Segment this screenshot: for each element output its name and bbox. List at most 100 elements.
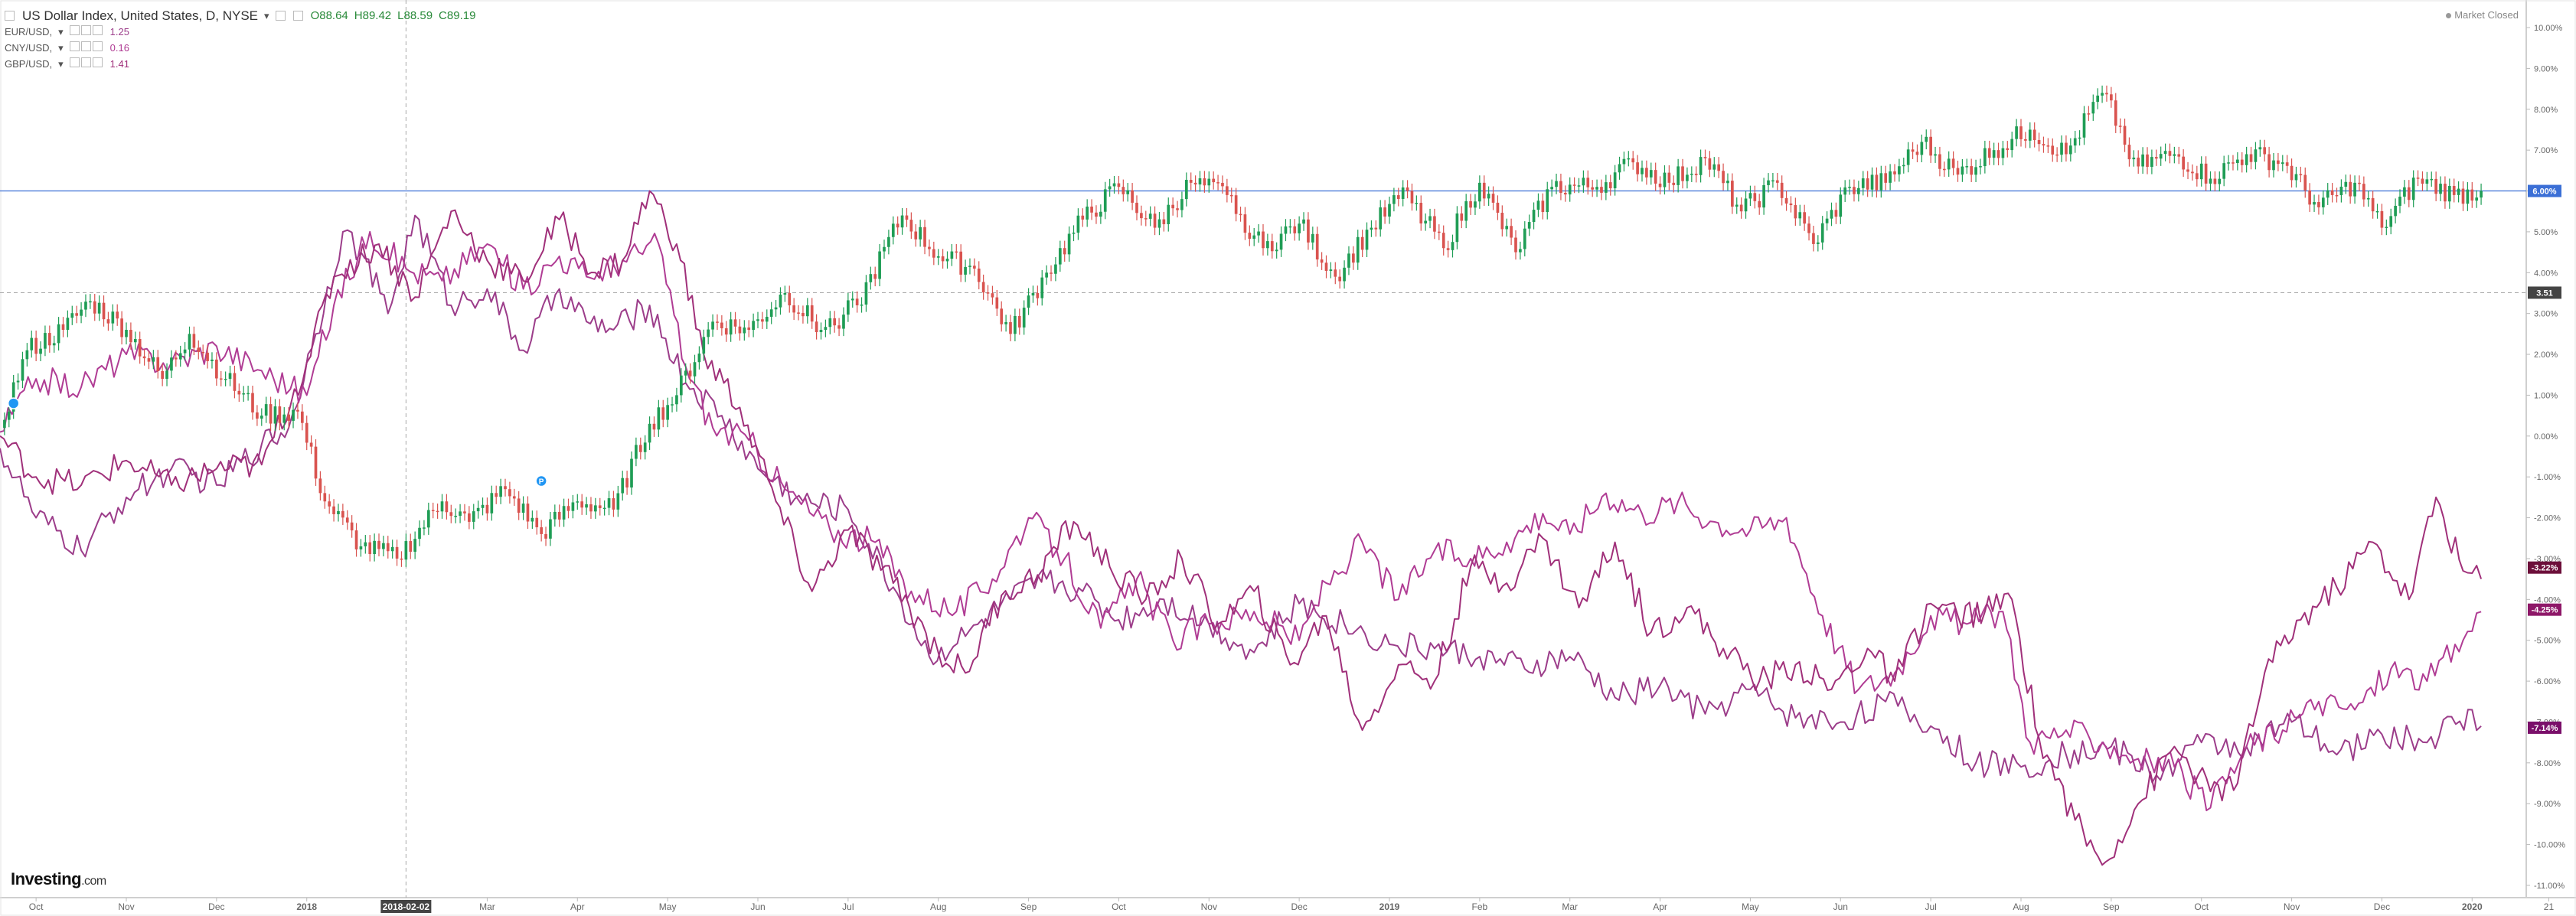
close-icon[interactable] bbox=[92, 41, 103, 51]
candle bbox=[733, 319, 737, 327]
candle bbox=[2137, 157, 2140, 167]
candle bbox=[869, 274, 873, 282]
eye-icon[interactable] bbox=[69, 57, 80, 67]
candle bbox=[1288, 226, 1292, 228]
price-line-label: 6.00% bbox=[2532, 187, 2556, 197]
candle bbox=[1184, 180, 1188, 200]
candle bbox=[106, 319, 110, 324]
candle bbox=[2091, 102, 2095, 114]
x-tick-label: Sep bbox=[2103, 901, 2120, 912]
collapse-icon[interactable] bbox=[5, 11, 15, 21]
candle bbox=[1627, 158, 1631, 160]
candle bbox=[2218, 178, 2222, 184]
candle bbox=[2204, 163, 2208, 184]
candle bbox=[1798, 212, 1802, 219]
candle bbox=[2385, 227, 2388, 228]
last-value-label: -7.14% bbox=[2532, 724, 2558, 733]
candle bbox=[1045, 272, 1048, 278]
candle bbox=[1090, 206, 1093, 213]
candle bbox=[2349, 181, 2352, 197]
last-value-label: -4.25% bbox=[2532, 606, 2558, 615]
candle bbox=[2344, 181, 2348, 187]
candle bbox=[2037, 140, 2041, 145]
candle bbox=[1239, 214, 1242, 216]
main-symbol-row[interactable]: US Dollar Index, United States, D, NYSE … bbox=[5, 8, 475, 24]
compare-symbol[interactable]: GBP/USD, bbox=[5, 58, 53, 70]
eye-icon[interactable] bbox=[275, 11, 286, 21]
x-tick-label: Nov bbox=[1201, 901, 1217, 912]
candle bbox=[2461, 188, 2465, 204]
candle bbox=[837, 325, 841, 329]
candle bbox=[2060, 142, 2063, 155]
candle bbox=[828, 318, 832, 328]
candle bbox=[2082, 113, 2086, 138]
candle bbox=[1934, 154, 1937, 156]
compare-row[interactable]: GBP/USD, ▾ 1.41 bbox=[5, 56, 475, 72]
compare-symbol[interactable]: CNY/USD, bbox=[5, 42, 53, 54]
candle bbox=[932, 249, 935, 258]
logo-text: Investing bbox=[11, 869, 82, 888]
candle bbox=[1374, 227, 1378, 230]
compare-row[interactable]: EUR/USD, ▾ 1.25 bbox=[5, 24, 475, 40]
candle bbox=[170, 357, 173, 371]
candle bbox=[702, 337, 706, 354]
candle bbox=[1099, 211, 1102, 217]
settings-icon[interactable] bbox=[80, 41, 91, 51]
candle bbox=[1699, 157, 1703, 175]
candle bbox=[1103, 189, 1107, 212]
candle bbox=[531, 517, 534, 522]
x-tick-label: Nov bbox=[2284, 901, 2300, 912]
candle bbox=[2110, 94, 2113, 101]
candle bbox=[1979, 166, 1982, 168]
candle bbox=[679, 375, 683, 396]
candle bbox=[612, 498, 615, 510]
candle bbox=[219, 378, 223, 380]
y-tick-label: -4.00% bbox=[2534, 595, 2561, 605]
candle bbox=[562, 506, 566, 520]
candle bbox=[1550, 187, 1553, 190]
candle bbox=[2006, 148, 2010, 151]
chevron-down-icon[interactable]: ▾ bbox=[58, 58, 64, 70]
main-symbol-title[interactable]: US Dollar Index, United States, D, NYSE bbox=[22, 8, 259, 23]
candle bbox=[566, 506, 570, 511]
close-icon[interactable] bbox=[92, 25, 103, 35]
candle bbox=[2308, 190, 2311, 205]
candle bbox=[84, 302, 87, 310]
candle bbox=[1677, 166, 1680, 185]
candle bbox=[116, 311, 119, 319]
settings-icon[interactable] bbox=[292, 11, 303, 21]
candle bbox=[1911, 149, 1915, 152]
chevron-down-icon[interactable]: ▾ bbox=[264, 10, 269, 21]
eye-icon[interactable] bbox=[69, 25, 80, 35]
compare-symbol[interactable]: EUR/USD, bbox=[5, 26, 53, 37]
candle bbox=[1441, 233, 1445, 249]
candle bbox=[2209, 178, 2212, 184]
x-tick-label: Oct bbox=[2194, 901, 2209, 912]
candle bbox=[783, 292, 787, 295]
settings-icon[interactable] bbox=[80, 25, 91, 35]
candle bbox=[1658, 183, 1662, 187]
chevron-down-icon[interactable]: ▾ bbox=[58, 26, 64, 37]
y-tick-label: 3.00% bbox=[2534, 310, 2558, 319]
compare-row[interactable]: CNY/USD, ▾ 0.16 bbox=[5, 40, 475, 56]
settings-icon[interactable] bbox=[80, 57, 91, 67]
candle bbox=[156, 357, 160, 371]
candle bbox=[2366, 197, 2370, 200]
candle bbox=[2132, 157, 2136, 160]
candle bbox=[1370, 227, 1373, 230]
x-tick-label: May bbox=[659, 901, 677, 912]
candle bbox=[1198, 178, 1202, 185]
candle bbox=[246, 393, 250, 395]
candle bbox=[919, 227, 922, 240]
candle bbox=[652, 423, 656, 430]
candle bbox=[423, 527, 426, 529]
y-tick-label: 9.00% bbox=[2534, 64, 2558, 73]
chevron-down-icon[interactable]: ▾ bbox=[58, 42, 64, 54]
candle bbox=[2272, 160, 2275, 171]
close-icon[interactable] bbox=[92, 57, 103, 67]
eye-icon[interactable] bbox=[69, 41, 80, 51]
candle bbox=[1284, 226, 1288, 234]
candle bbox=[1681, 166, 1684, 181]
candle bbox=[485, 504, 489, 513]
